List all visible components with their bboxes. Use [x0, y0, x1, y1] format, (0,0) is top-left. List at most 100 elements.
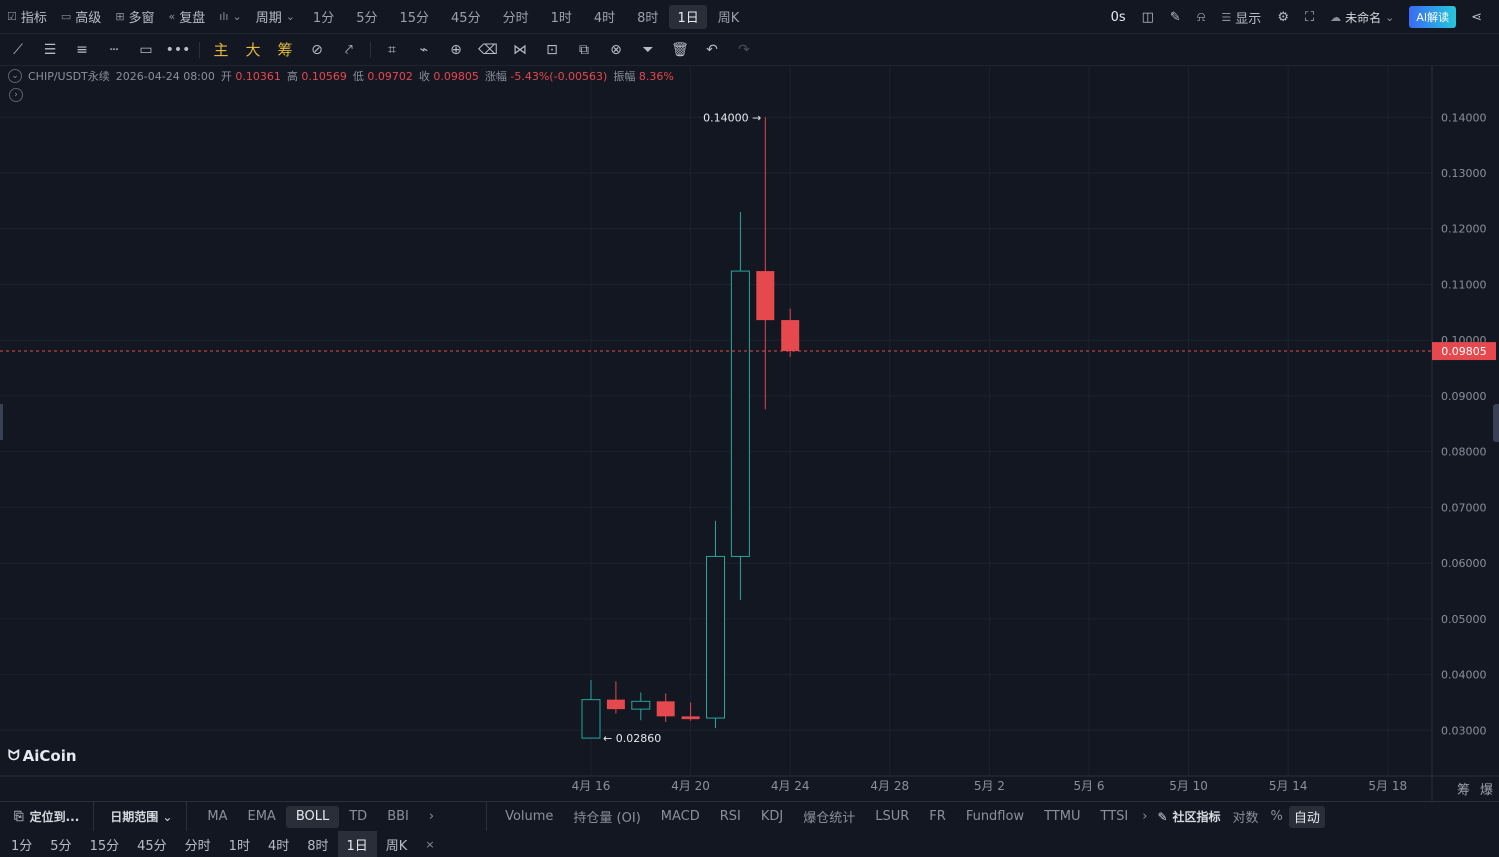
percent-scale-toggle[interactable]: % — [1270, 809, 1283, 824]
period-tab-8[interactable]: 1日 — [669, 4, 707, 29]
big-order-button[interactable]: 大 — [245, 41, 261, 59]
bottom-period-tab-2[interactable]: 15分 — [89, 838, 120, 854]
text-tool-icon[interactable]: ⌗ — [388, 41, 396, 58]
alert-icon[interactable]: ⍾ — [1196, 9, 1206, 25]
period-tab-5[interactable]: 1时 — [550, 11, 572, 26]
horizontal-lines-icon[interactable]: ≡ — [76, 41, 88, 58]
magic-pen-icon[interactable]: ⤤ — [345, 41, 353, 58]
main-indicator-4[interactable]: BBI — [387, 809, 409, 824]
sub-indicator-1[interactable]: 持仓量 (OI) — [573, 811, 641, 826]
fullscreen-icon[interactable]: ⛶ — [1304, 9, 1315, 25]
x-tick-label: 5月 14 — [1269, 779, 1308, 793]
main-indicator-1[interactable]: EMA — [247, 809, 276, 824]
candlestick-chart[interactable]: 0.140000.130000.120000.110000.100000.090… — [0, 66, 1499, 801]
period-tab-9[interactable]: 周K — [717, 11, 740, 26]
eraser-icon[interactable]: ⌫ — [478, 41, 498, 58]
main-indicator-0[interactable]: MA — [207, 809, 228, 824]
trendline-icon[interactable]: ⟋ — [13, 41, 23, 58]
bottom-period-tab-5[interactable]: 1时 — [228, 838, 250, 854]
pattern-icon[interactable]: ⋈ — [513, 41, 527, 58]
camera-icon[interactable]: ◫ — [1141, 9, 1154, 25]
period-tab-6[interactable]: 4时 — [593, 11, 616, 26]
filter-icon[interactable]: ⏷ — [642, 41, 654, 58]
candle-body — [606, 699, 625, 710]
bottom-period-tab-6[interactable]: 4时 — [267, 838, 290, 854]
main-indicator-2[interactable]: BOLL — [285, 805, 340, 828]
redo-icon[interactable]: ↷ — [738, 41, 750, 58]
y-tick-label: 0.12000 — [1441, 223, 1487, 236]
trash-icon[interactable]: 🗑 — [671, 41, 689, 58]
sub-indicator-4[interactable]: KDJ — [760, 809, 784, 824]
chips-toggle[interactable]: 筹 — [1456, 783, 1470, 798]
replay-button[interactable]: «复盘 — [168, 10, 206, 26]
sub-indicator-0[interactable]: Volume — [505, 809, 554, 824]
chevron-right-icon[interactable]: › — [428, 809, 435, 824]
chevron-right-icon[interactable]: › — [1142, 809, 1148, 824]
main-force-button[interactable]: 主 — [213, 41, 229, 59]
sub-indicator-3[interactable]: RSI — [719, 809, 741, 824]
zoom-icon[interactable]: ⊕ — [450, 41, 462, 58]
bottom-period-tab-1[interactable]: 5分 — [50, 838, 72, 854]
period-tab-1[interactable]: 5分 — [356, 11, 378, 26]
bottom-period-tab-0[interactable]: 1分 — [11, 838, 33, 854]
sub-indicator-6[interactable]: LSUR — [875, 809, 910, 824]
visibility-icon[interactable]: ⧉ — [579, 41, 589, 58]
expand-icon[interactable]: › — [9, 88, 23, 102]
sub-indicator-2[interactable]: MACD — [660, 809, 700, 824]
lock-icon[interactable]: ⊡ — [546, 41, 558, 58]
list-icon: ☰ — [1221, 10, 1232, 24]
bottom-period-tab-7[interactable]: 8时 — [307, 838, 329, 854]
candle-body — [581, 699, 601, 739]
locate-icon: ⎘ — [14, 809, 24, 823]
y-tick-label: 0.14000 — [1441, 111, 1487, 124]
sub-indicator-9[interactable]: TTMU — [1044, 809, 1081, 824]
period-tab-3[interactable]: 45分 — [451, 11, 481, 26]
chevron-down-icon: ⌄ — [232, 10, 242, 23]
settings-gear-icon[interactable]: ⚙ — [1277, 9, 1289, 25]
sub-indicator-5[interactable]: 爆仓统计 — [803, 811, 856, 826]
ai-interpret-button[interactable]: AI解读 — [1409, 6, 1457, 28]
auto-draw-icon[interactable]: ⊘ — [311, 41, 323, 58]
share-icon[interactable]: ⋖ — [1471, 9, 1482, 25]
main-indicator-3[interactable]: TD — [349, 809, 368, 824]
parallel-lines-icon[interactable]: ☰ — [43, 41, 57, 58]
sub-indicator-7[interactable]: FR — [929, 809, 946, 824]
ruler-icon[interactable]: ⌁ — [419, 41, 429, 58]
bottom-period-tab-9[interactable]: 周K — [385, 838, 408, 854]
horizontal-ray-icon[interactable]: ┄ — [109, 41, 119, 58]
display-button[interactable]: ☰ 显示 — [1221, 10, 1262, 27]
chips-button[interactable]: 筹 — [277, 41, 293, 59]
log-scale-toggle[interactable]: 对数 — [1232, 811, 1259, 826]
period-tab-0[interactable]: 1分 — [312, 11, 335, 26]
close-icon[interactable]: × — [425, 837, 435, 851]
liquidation-toggle[interactable]: 爆 — [1479, 783, 1493, 798]
advanced-button[interactable]: ▭ 高级 — [60, 10, 102, 26]
period-tab-4[interactable]: 分时 — [502, 11, 529, 26]
date-range-dropdown[interactable]: 日期范围 ⌄ — [110, 809, 173, 825]
bottom-period-tab-8[interactable]: 1日 — [337, 831, 377, 857]
left-panel-handle[interactable] — [0, 404, 3, 440]
multi-window-button[interactable]: ⊞ 多窗 — [115, 10, 155, 26]
sub-indicator-10[interactable]: TTSI — [1100, 809, 1129, 824]
bottom-period-tab-3[interactable]: 45分 — [137, 838, 167, 854]
locate-button[interactable]: ⎘ 定位到... — [14, 809, 80, 824]
indicators-button[interactable]: ☑ 指标 — [7, 10, 47, 26]
more-tools-icon[interactable]: ••• — [165, 41, 191, 58]
undo-icon[interactable]: ↶ — [706, 41, 718, 58]
bottom-period-tab-4[interactable]: 分时 — [184, 838, 211, 854]
candle-body — [631, 700, 651, 710]
collapse-icon[interactable]: ⌄ — [8, 69, 22, 83]
right-panel-handle[interactable] — [1493, 404, 1499, 442]
chart-type-button[interactable]: ılı ⌄ — [212, 0, 248, 33]
auto-scale-toggle[interactable]: 自动 — [1288, 805, 1325, 828]
magnet-icon[interactable]: ⊗ — [610, 41, 622, 58]
pen-icon[interactable]: ✎ — [1169, 9, 1181, 25]
sub-indicator-8[interactable]: Fundflow — [965, 809, 1025, 824]
period-dropdown[interactable]: 周期 ⌄ — [255, 10, 295, 26]
community-indicators-button[interactable]: ✎ 社区指标 — [1157, 809, 1221, 825]
layout-name-button[interactable]: ☁ 未命名 ⌄ — [1330, 10, 1395, 25]
rectangle-icon[interactable]: ▭ — [139, 41, 153, 58]
period-tab-2[interactable]: 15分 — [399, 11, 430, 26]
cloud-icon: ☁ — [1330, 10, 1342, 24]
period-tab-7[interactable]: 8时 — [637, 11, 659, 26]
